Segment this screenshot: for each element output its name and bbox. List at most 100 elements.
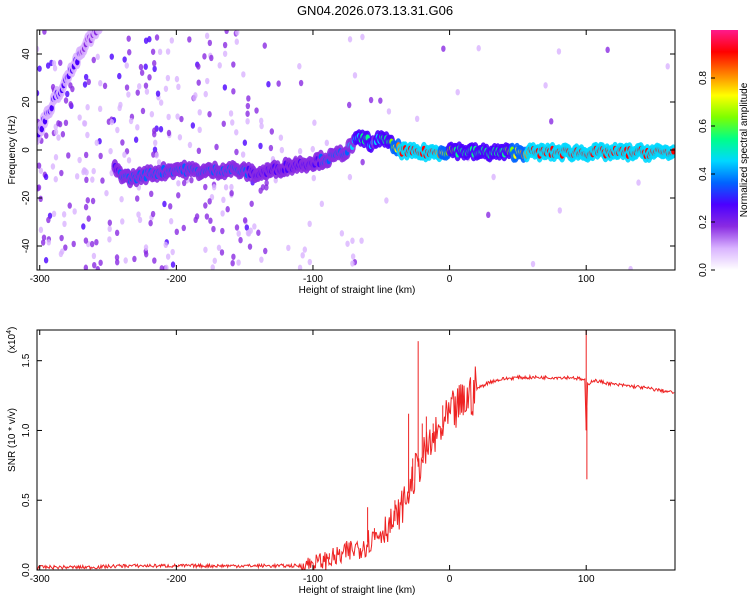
spectrogram-speckle	[219, 249, 225, 256]
snr-ytick-label: 0.5	[21, 493, 32, 507]
spectrogram-speckle	[476, 45, 481, 52]
spectrogram-speckle	[63, 244, 68, 251]
spectrogram-speckle	[530, 260, 536, 268]
spectrogram-speckle	[234, 129, 239, 136]
spectrogram-speckle	[158, 126, 164, 133]
spectrogram-speckle	[168, 203, 173, 210]
colorbar-tick-label: 0.2	[698, 215, 709, 229]
spectrogram-speckle	[152, 127, 157, 134]
spectrogram-speckle	[190, 122, 196, 129]
spectrogram-speckle	[245, 102, 251, 110]
spectrogram-speckle	[300, 252, 305, 259]
spectrogram-speckle	[107, 225, 112, 233]
spectrogram-speckle	[225, 206, 230, 213]
spectrogram-speckle	[165, 253, 171, 260]
spectrogram-speckle	[234, 38, 239, 45]
spectrogram-speckle	[220, 227, 225, 235]
spectrogram-speckle	[665, 63, 670, 70]
spectrogram-speckle	[37, 162, 42, 169]
spectrogram-speckle	[181, 179, 187, 187]
spectrogram-speckle	[174, 75, 180, 83]
spectrogram-speckle	[310, 145, 315, 153]
spectrogram-speckle	[491, 173, 496, 181]
spectrogram-speckle	[43, 257, 49, 264]
spectrogram-speckle	[279, 146, 285, 154]
spectrogram-speckle	[211, 184, 217, 191]
spectrogram-speckle	[307, 220, 312, 228]
spectrogram-speckle	[196, 79, 201, 86]
spectrogram-speckle	[543, 82, 548, 89]
spectrogram-speckle	[311, 174, 316, 182]
spectrogram-speckle	[207, 111, 212, 118]
spectrogram-speckle	[234, 148, 239, 156]
spectrogram-speckle	[152, 60, 157, 67]
spectrogram-speckle	[46, 216, 51, 224]
spectrogram-speckle	[53, 154, 59, 161]
spectrogram-speckle	[247, 243, 253, 250]
spectrogram-speckle	[83, 151, 89, 159]
spectrogram-speckle	[236, 259, 241, 266]
spectrogram-speckle	[126, 35, 131, 42]
spectrogram-speckle	[104, 189, 109, 197]
spectrogram-speckle	[60, 248, 65, 255]
spectrogram-speckle	[324, 139, 330, 147]
spectrogram-speckle	[83, 203, 89, 211]
spectrogram-speckle	[135, 195, 140, 202]
spectrogram-speckle	[114, 229, 120, 237]
spectrogram-speckle	[133, 136, 139, 143]
spectrogram-speckle	[221, 120, 226, 127]
spectrogram-speckle	[202, 53, 207, 60]
spectrogram-ytick-label: 0	[21, 147, 32, 153]
spectrogram-speckle	[235, 30, 240, 36]
spectrogram-speckle	[95, 265, 100, 270]
spectrogram-speckle	[117, 104, 122, 112]
spectrogram-speckle	[123, 257, 128, 264]
snr-xtick-label: 0	[447, 574, 453, 585]
spectrogram-speckle	[204, 213, 210, 220]
spectrogram-speckle	[192, 94, 197, 102]
spectrogram-speckle	[223, 184, 229, 191]
spectrogram-ytick-label: 40	[21, 48, 32, 60]
spectrogram-speckle	[350, 237, 355, 244]
spectrogram-speckle	[162, 200, 167, 208]
spectrogram-speckle	[556, 48, 562, 55]
spectrogram-speckle	[197, 109, 202, 116]
spectrogram-speckle	[307, 258, 312, 266]
spectrogram-speckle	[384, 197, 389, 204]
spectrogram-speckle	[165, 74, 171, 82]
spectrogram-speckle	[82, 81, 88, 88]
snr-series-line	[37, 366, 675, 570]
colorbar: 0.0 0.2 0.4 0.6 0.8 Normalized spectral ampl…	[698, 30, 750, 277]
spectrogram-speckle	[81, 167, 87, 174]
spectrogram-speckle	[98, 80, 103, 87]
spectrogram-speckle	[97, 105, 103, 113]
snr-scale-prefix: (x10	[7, 333, 18, 353]
spectrogram-speckle	[230, 259, 235, 267]
spectrogram-speckle	[252, 223, 257, 230]
spectrogram-speckle	[85, 131, 90, 139]
snr-ytick-label: 0.0	[21, 563, 32, 577]
spectrogram-speckle	[143, 63, 148, 70]
spectrogram-speckle	[77, 114, 82, 121]
spectrogram-speckle	[154, 152, 159, 159]
spectrogram-speckle	[91, 167, 96, 175]
spectrogram-speckle	[45, 62, 51, 69]
spectrogram-speckle	[72, 208, 77, 215]
spectrogram-speckle	[150, 210, 156, 218]
spectrogram-speckle	[193, 216, 198, 224]
spectrogram-speckle	[127, 49, 132, 56]
spectrogram-speckle	[169, 37, 174, 44]
spectrogram-speckle	[90, 197, 96, 205]
spectrogram-speckle	[59, 169, 64, 177]
spectrogram-speckle	[221, 196, 226, 204]
spectrogram-speckle	[177, 134, 183, 141]
spectrogram-speckle	[266, 81, 271, 88]
colorbar-label: Normalized spectral amplitude	[739, 82, 750, 217]
spectrogram-speckle	[245, 110, 250, 117]
spectrogram-ytick-label: -40	[21, 238, 32, 253]
spectrogram-speckle	[297, 148, 303, 155]
spectrogram-speckle	[37, 45, 40, 53]
spectrogram-speckle	[109, 53, 114, 60]
spectrogram-speckle	[207, 198, 212, 205]
spectrogram-ytick-label: 20	[21, 96, 32, 108]
